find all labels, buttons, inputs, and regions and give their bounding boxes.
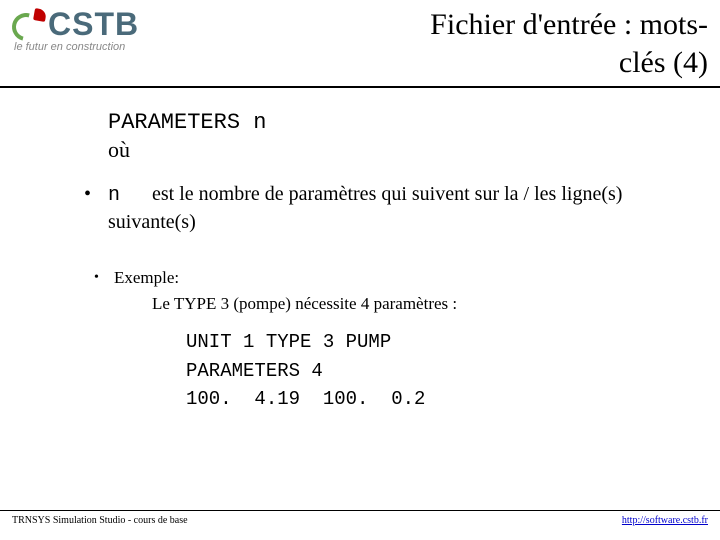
slide-title: Fichier d'entrée : mots- clés (4) [430, 6, 708, 81]
where-label: où [108, 137, 660, 163]
example-label: Exemple: [114, 268, 179, 288]
code-line-1: UNIT 1 TYPE 3 PUMP [186, 331, 391, 353]
parameters-keyword: PARAMETERS n [108, 108, 660, 135]
title-line-1: Fichier d'entrée : mots- [430, 6, 708, 44]
bullet-dot-icon: • [84, 181, 108, 236]
bullet-text: est le nombre de paramètres qui suivent … [108, 183, 622, 233]
logo-tagline: le futur en construction [14, 41, 139, 53]
example-intro: Le TYPE 3 (pompe) nécessite 4 paramètres… [152, 294, 660, 314]
code-block: UNIT 1 TYPE 3 PUMP PARAMETERS 4 100. 4.1… [186, 328, 660, 414]
slide-header: CSTB le futur en construction Fichier d'… [0, 0, 720, 88]
code-line-2: PARAMETERS 4 [186, 360, 323, 382]
title-line-2: clés (4) [430, 44, 708, 82]
slide-footer: TRNSYS Simulation Studio - cours de base… [0, 510, 720, 526]
logo-name: CSTB [48, 6, 139, 43]
bullet-item-example: • Exemple: [94, 268, 660, 288]
logo-text: CSTB [10, 6, 139, 43]
slide-content: PARAMETERS n où • nest le nombre de para… [0, 88, 720, 414]
logo-swoosh-icon [10, 9, 46, 41]
param-variable: n [108, 182, 152, 209]
footer-left: TRNSYS Simulation Studio - cours de base [12, 515, 188, 526]
bullet-body: nest le nombre de paramètres qui suivent… [108, 181, 660, 236]
cstb-logo: CSTB le futur en construction [10, 6, 139, 53]
footer-link[interactable]: http://software.cstb.fr [622, 515, 708, 526]
keyword-text: PARAMETERS n [108, 110, 266, 135]
bullet-dot-icon: • [94, 268, 114, 288]
code-line-3: 100. 4.19 100. 0.2 [186, 388, 425, 410]
bullet-item-1: • nest le nombre de paramètres qui suive… [84, 181, 660, 236]
